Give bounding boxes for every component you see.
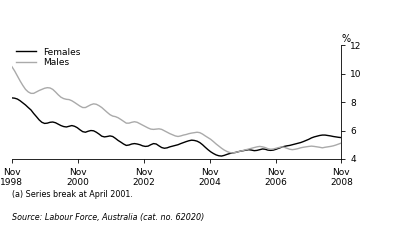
Males	[219, 147, 224, 150]
Text: Source: Labour Force, Australia (cat. no. 62020): Source: Labour Force, Australia (cat. no…	[12, 213, 204, 222]
Males	[116, 116, 121, 119]
Legend: Females, Males: Females, Males	[16, 48, 81, 67]
Line: Females: Females	[12, 98, 341, 156]
Text: (a) Series break at April 2001.: (a) Series break at April 2001.	[12, 190, 133, 200]
Males	[230, 152, 235, 154]
Females	[10, 96, 14, 99]
Females	[317, 134, 322, 137]
Females	[339, 136, 344, 139]
Males	[317, 146, 322, 149]
Females	[222, 154, 227, 157]
Females	[331, 135, 335, 138]
Females	[86, 130, 91, 133]
Text: %: %	[341, 34, 351, 44]
Line: Males: Males	[12, 67, 341, 153]
Females	[189, 139, 194, 142]
Males	[86, 105, 91, 107]
Males	[10, 65, 14, 68]
Females	[219, 155, 224, 157]
Females	[116, 139, 121, 142]
Males	[189, 132, 194, 134]
Males	[331, 144, 335, 147]
Males	[339, 142, 344, 144]
